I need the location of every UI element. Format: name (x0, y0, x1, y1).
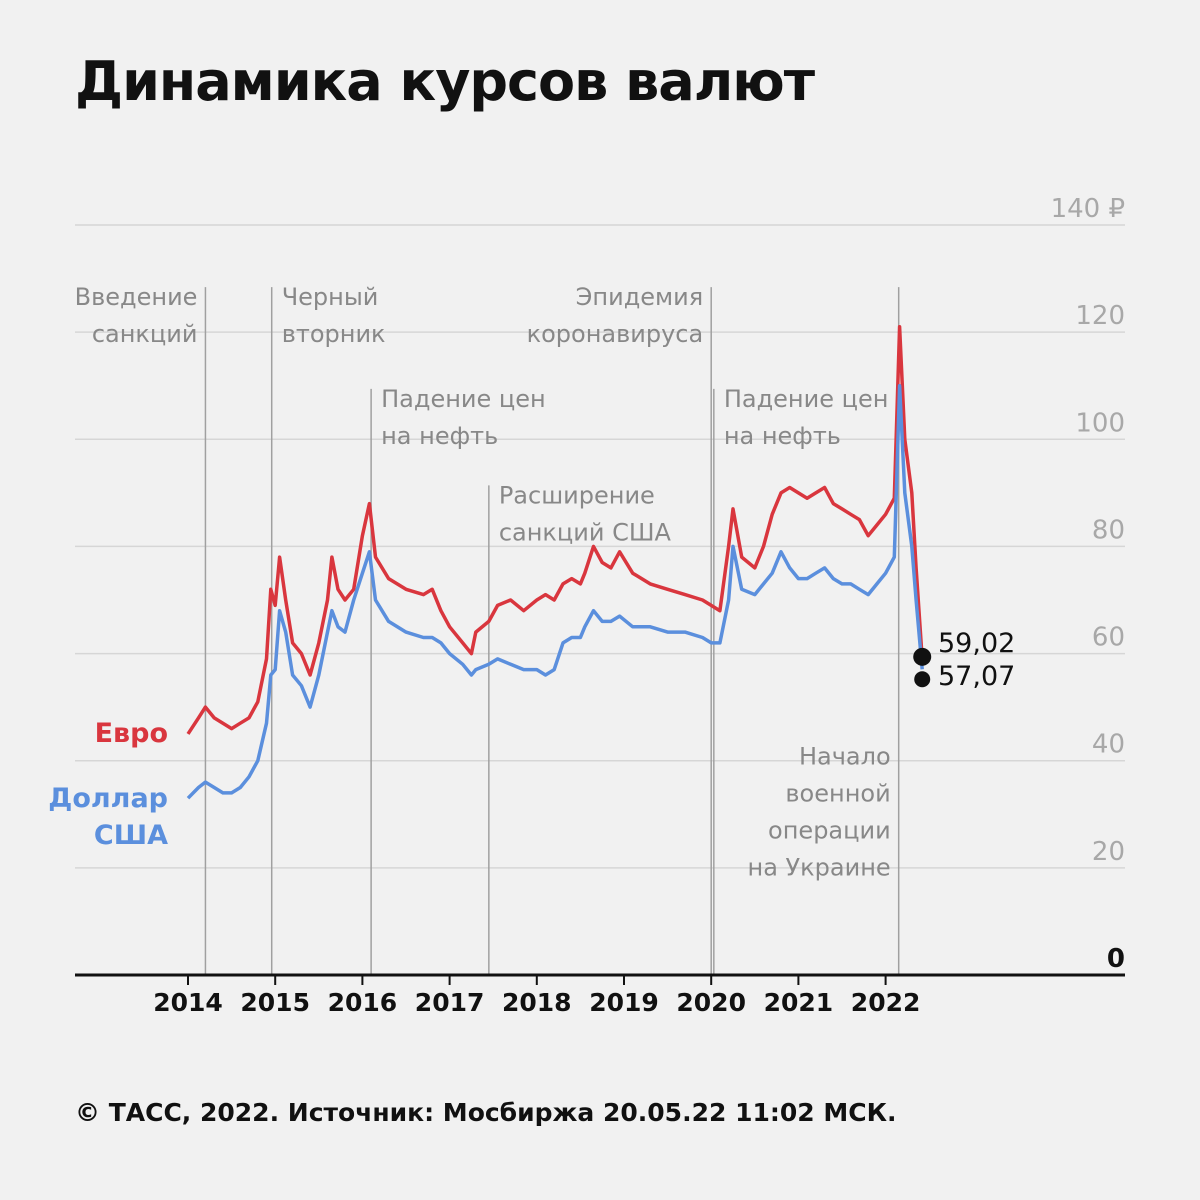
x-tick-label: 2016 (328, 988, 398, 1017)
x-tick-label: 2014 (153, 988, 223, 1017)
event-label: санкций США (499, 518, 672, 546)
y-tick-label: 40 (1092, 730, 1125, 760)
y-tick-label: 0 (1107, 944, 1125, 974)
y-tick-label: 140 ₽ (1051, 194, 1125, 224)
euro-end-value: 59,02 (938, 628, 1015, 659)
event-label: на нефть (724, 422, 841, 450)
event-label: военной (785, 780, 890, 808)
event-label: на нефть (381, 422, 498, 450)
event-label: вторник (282, 320, 386, 348)
event-label: операции (768, 817, 891, 845)
x-tick-label: 2017 (415, 988, 485, 1017)
usd-end-dot (914, 671, 931, 688)
x-tick-label: 2020 (676, 988, 746, 1017)
event-label: санкций (92, 320, 198, 348)
event-label: Начало (799, 743, 891, 771)
event-label: Расширение (499, 481, 655, 509)
x-tick-label: 2015 (240, 988, 310, 1017)
source-footer: © ТАСС, 2022. Источник: Мосбиржа 20.05.2… (75, 1098, 897, 1127)
x-tick-label: 2019 (589, 988, 659, 1017)
legend-euro: Евро (95, 718, 168, 749)
euro-series-line (186, 325, 924, 735)
usd-end-value: 57,07 (938, 661, 1015, 692)
event-label: коронавируса (527, 320, 704, 348)
usd-series-line (186, 383, 924, 800)
y-tick-label: 20 (1092, 837, 1125, 867)
y-tick-label: 120 (1075, 301, 1125, 331)
event-label: Эпидемия (576, 283, 704, 311)
x-tick-label: 2018 (502, 988, 572, 1017)
y-tick-label: 80 (1092, 515, 1125, 545)
legend-usd: США (94, 820, 168, 851)
euro-end-dot (913, 647, 932, 666)
event-label: Падение цен (724, 385, 889, 413)
legend-usd: Доллар (48, 783, 168, 814)
x-tick-label: 2022 (851, 988, 921, 1017)
x-tick-label: 2021 (764, 988, 834, 1017)
event-label: Введение (75, 283, 198, 311)
event-label: Падение цен (381, 385, 546, 413)
page-title: Динамика курсов валют (75, 50, 815, 113)
y-tick-label: 60 (1092, 623, 1125, 653)
event-label: на Украине (748, 854, 891, 882)
event-label: Черный (282, 283, 379, 311)
y-tick-label: 100 (1075, 408, 1125, 438)
